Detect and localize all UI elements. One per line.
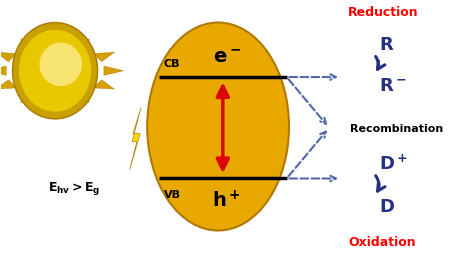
Text: Recombination: Recombination [350,123,444,133]
Polygon shape [93,53,114,62]
Text: VB: VB [164,189,181,199]
Polygon shape [46,35,64,45]
Polygon shape [72,40,89,51]
Text: Oxidation: Oxidation [348,235,416,248]
Text: CB: CB [164,59,180,69]
Polygon shape [0,81,17,90]
Text: $\mathbf{D}$: $\mathbf{D}$ [379,198,395,216]
Ellipse shape [147,23,289,231]
Text: $\mathbf{D^+}$: $\mathbf{D^+}$ [379,154,408,173]
Text: Reduction: Reduction [348,6,419,19]
Polygon shape [130,108,141,170]
Polygon shape [93,81,114,90]
Ellipse shape [19,31,91,112]
Text: $\mathbf{R^-}$: $\mathbf{R^-}$ [379,76,407,94]
Ellipse shape [39,43,82,87]
Text: $\mathbf{E_{hv}}$$\mathbf{ > E_g}$: $\mathbf{E_{hv}}$$\mathbf{ > E_g}$ [48,179,100,196]
Polygon shape [21,40,38,51]
Polygon shape [46,98,64,108]
Text: $\mathbf{e^-}$: $\mathbf{e^-}$ [212,47,241,66]
Polygon shape [0,53,17,62]
Polygon shape [0,67,6,76]
Text: $\mathbf{R}$: $\mathbf{R}$ [379,36,394,54]
Polygon shape [104,67,124,76]
Ellipse shape [12,23,98,119]
Text: $\mathbf{h^+}$: $\mathbf{h^+}$ [212,189,241,210]
Polygon shape [21,92,38,103]
Polygon shape [72,92,89,103]
